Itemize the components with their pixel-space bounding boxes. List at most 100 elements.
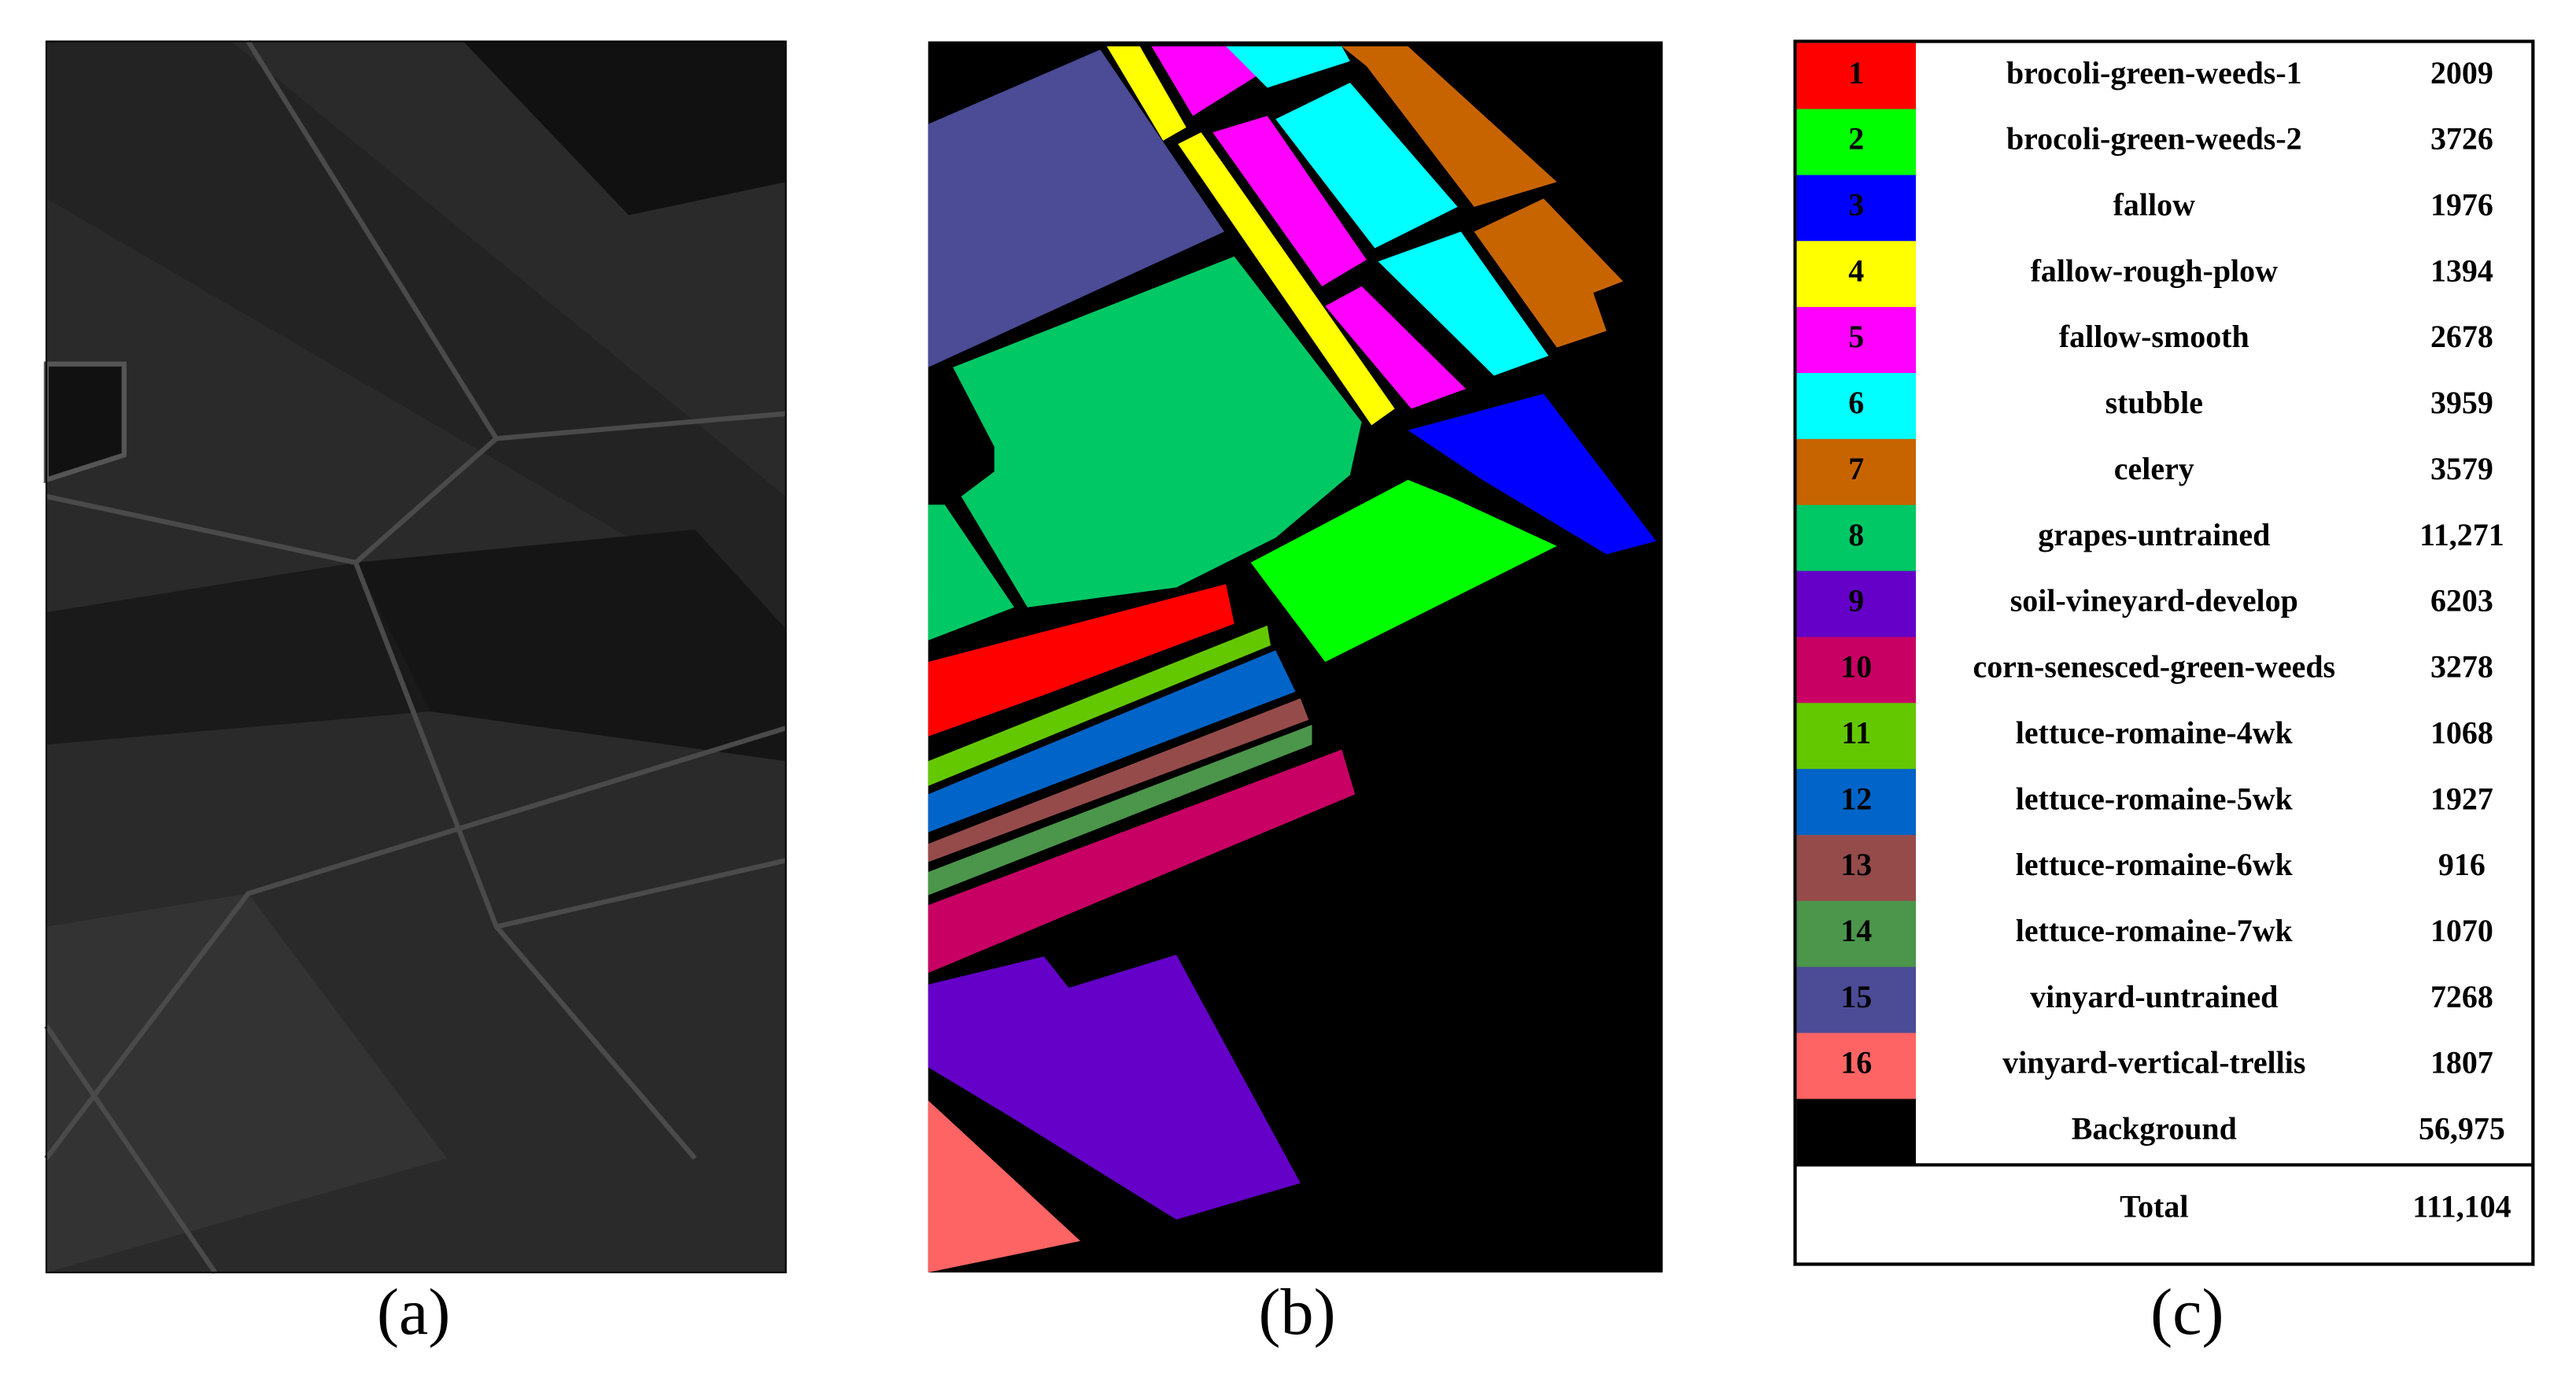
- class-name: vinyard-untrained: [2030, 979, 2278, 1014]
- class-id: 12: [1840, 781, 1872, 816]
- dark-field: [46, 562, 430, 745]
- roads: [44, 39, 787, 1274]
- class-region: [1151, 46, 1260, 116]
- panel-label: (a): [377, 1276, 450, 1349]
- color-swatch: [1796, 372, 1916, 440]
- class-map: [928, 41, 1663, 1273]
- gray-image: [43, 39, 787, 1274]
- class-region: [1378, 231, 1549, 376]
- class-count: 6203: [2430, 583, 2493, 619]
- table-border: [1793, 39, 2535, 1266]
- light-field: [46, 893, 447, 1273]
- class-name: fallow-smooth: [2059, 319, 2249, 354]
- color-swatch: [1796, 571, 1916, 638]
- class-id: 6: [1848, 385, 1864, 420]
- class-id: 7: [1848, 451, 1864, 486]
- total-count: 111,104: [2412, 1188, 2511, 1224]
- class-name: Background: [2072, 1111, 2237, 1147]
- class-id: 15: [1840, 979, 1872, 1014]
- image-border: [45, 40, 787, 1274]
- class-id: 14: [1840, 913, 1872, 948]
- class-name: lettuce-romaine-4wk: [2016, 715, 2294, 750]
- class-name: corn-senesced-green-weeds: [1973, 649, 2335, 685]
- class-name: celery: [2114, 451, 2194, 486]
- class-id: 8: [1848, 517, 1864, 552]
- class-name: fallow-rough-plow: [2031, 253, 2279, 288]
- class-count: 1070: [2430, 913, 2493, 948]
- color-swatch: [1796, 109, 1916, 176]
- class-region: [1474, 198, 1623, 348]
- dark-field: [356, 529, 786, 762]
- road: [496, 858, 787, 929]
- class-count: 1976: [2430, 187, 2493, 222]
- class-region: [928, 725, 1312, 896]
- class-id: 10: [1840, 649, 1872, 685]
- dark-field: [46, 41, 786, 630]
- class-region: [928, 955, 1301, 1220]
- class-name: stubble: [2105, 385, 2203, 420]
- class-region: [1212, 116, 1367, 286]
- class-count: 56,975: [2419, 1111, 2505, 1147]
- class-region: [1178, 132, 1395, 426]
- color-swatch: [1796, 637, 1916, 704]
- class-count: 1394: [2430, 253, 2493, 288]
- color-swatch: [1796, 769, 1916, 837]
- class-region: [928, 625, 1271, 786]
- class-id: 4: [1848, 253, 1864, 288]
- class-id: 13: [1840, 847, 1872, 882]
- class-name: lettuce-romaine-7wk: [2016, 913, 2294, 948]
- class-region: [1226, 46, 1350, 88]
- color-swatch: [1796, 835, 1916, 902]
- class-region: [1275, 83, 1458, 249]
- class-region: [928, 504, 1014, 641]
- class-count: 1068: [2430, 715, 2493, 750]
- color-swatch: [1796, 42, 1916, 110]
- panel-label: (c): [2150, 1276, 2224, 1349]
- class-region: [1408, 393, 1656, 555]
- class-count: 3726: [2430, 121, 2493, 157]
- color-swatch: [1796, 900, 1916, 968]
- class-region: [928, 1100, 1081, 1273]
- color-swatch: [1796, 175, 1916, 242]
- class-count: 7268: [2430, 979, 2493, 1014]
- color-swatch: [1796, 703, 1916, 770]
- class-count: 916: [2438, 847, 2486, 882]
- color-swatch: [1796, 307, 1916, 375]
- class-count: 3579: [2430, 451, 2493, 486]
- class-count: 3959: [2430, 385, 2493, 420]
- class-count: 1927: [2430, 781, 2493, 816]
- class-name: vinyard-vertical-trellis: [2002, 1045, 2305, 1080]
- class-id: 3: [1848, 187, 1864, 222]
- class-count: 2678: [2430, 319, 2493, 354]
- class-region: [928, 50, 1225, 367]
- class-region: [928, 698, 1309, 862]
- class-id: 1: [1848, 55, 1864, 90]
- class-name: lettuce-romaine-5wk: [2016, 781, 2294, 816]
- dark-field: [463, 41, 786, 216]
- class-id: 2: [1848, 121, 1864, 157]
- class-id: 5: [1848, 319, 1864, 354]
- color-swatch: [1796, 966, 1916, 1034]
- color-swatch: [1796, 1099, 1916, 1166]
- total-name: Total: [2120, 1188, 2188, 1224]
- class-region: [928, 749, 1356, 973]
- class-region: [928, 650, 1296, 833]
- class-name: brocoli-green-weeds-2: [2006, 121, 2302, 157]
- class-region: [1250, 479, 1557, 663]
- color-swatch: [1796, 438, 1916, 506]
- class-name: soil-vineyard-develop: [2010, 583, 2298, 619]
- class-table: 1 brocoli-green-weeds-1 2009 2 brocoli-green…: [1793, 39, 2535, 1266]
- class-name: lettuce-romaine-6wk: [2016, 847, 2294, 882]
- class-name: fallow: [2113, 187, 2195, 222]
- class-region: [1106, 46, 1187, 141]
- class-count: 1807: [2430, 1045, 2493, 1080]
- class-id: 16: [1840, 1045, 1872, 1080]
- panel-label: (b): [1259, 1276, 1336, 1349]
- class-name: brocoli-green-weeds-1: [2006, 55, 2302, 90]
- class-region: [928, 584, 1234, 737]
- class-name: grapes-untrained: [2038, 517, 2270, 552]
- color-swatch: [1796, 504, 1916, 572]
- class-count: 11,271: [2419, 517, 2504, 552]
- class-count: 3278: [2430, 649, 2493, 685]
